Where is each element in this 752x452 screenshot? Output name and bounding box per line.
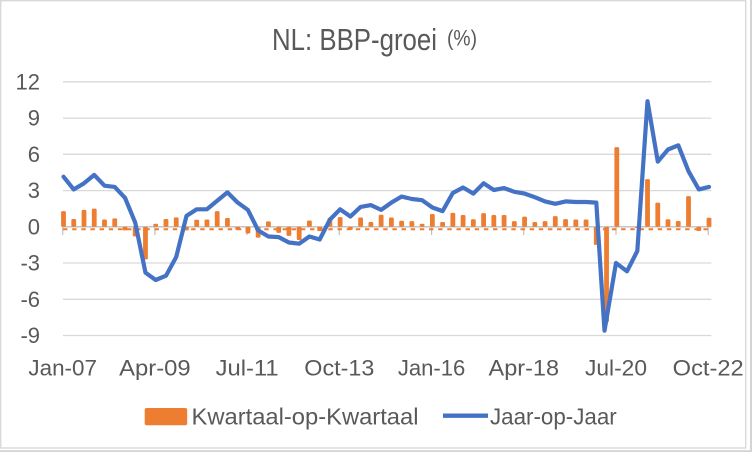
svg-text:Oct-22: Oct-22 bbox=[673, 355, 744, 380]
svg-text:9: 9 bbox=[28, 106, 40, 131]
svg-text:12: 12 bbox=[16, 69, 40, 94]
svg-text:Apr-18: Apr-18 bbox=[489, 355, 560, 380]
svg-text:Kwartaal-op-Kwartaal: Kwartaal-op-Kwartaal bbox=[192, 404, 419, 430]
svg-text:-9: -9 bbox=[20, 323, 40, 348]
svg-text:0: 0 bbox=[28, 214, 40, 239]
svg-text:Jaar-op-Jaar: Jaar-op-Jaar bbox=[490, 404, 617, 430]
svg-text:6: 6 bbox=[28, 142, 40, 167]
svg-text:Jul-11: Jul-11 bbox=[216, 355, 279, 380]
svg-text:Oct-13: Oct-13 bbox=[304, 355, 374, 380]
svg-text:-3: -3 bbox=[20, 251, 40, 276]
svg-text:Apr-09: Apr-09 bbox=[119, 355, 191, 380]
svg-text:3: 3 bbox=[28, 178, 40, 203]
svg-text:Jan-16: Jan-16 bbox=[398, 355, 466, 380]
svg-text:Jul-20: Jul-20 bbox=[585, 355, 647, 380]
svg-text:NL: BBP-groei: NL: BBP-groei bbox=[272, 22, 437, 57]
svg-text:-6: -6 bbox=[20, 287, 40, 312]
svg-text:Jan-07: Jan-07 bbox=[28, 355, 97, 380]
svg-text:(%): (%) bbox=[447, 26, 477, 51]
